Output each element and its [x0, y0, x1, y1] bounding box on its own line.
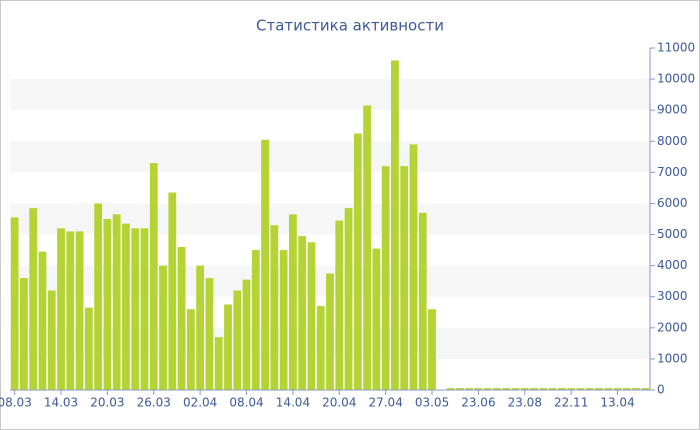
bar: [57, 228, 65, 390]
bar: [196, 265, 205, 390]
bar: [409, 144, 418, 390]
bar: [326, 273, 334, 390]
x-tick-label: 02.04: [183, 396, 217, 410]
x-tick-label: 27.04: [368, 396, 402, 410]
bar: [38, 251, 47, 390]
bar: [186, 309, 195, 390]
bar: [177, 246, 186, 390]
bar: [465, 388, 474, 390]
y-tick-label: 5000: [657, 227, 688, 241]
bar: [567, 388, 576, 390]
grid-band: [10, 141, 650, 173]
x-tick-label: 14.03: [44, 396, 78, 410]
bar: [483, 388, 492, 390]
bar: [168, 192, 177, 390]
bar: [140, 228, 149, 390]
bar: [641, 388, 650, 390]
bar: [363, 105, 371, 390]
bar: [298, 236, 307, 390]
bar: [613, 388, 622, 390]
bar: [279, 250, 288, 390]
bar: [75, 231, 84, 390]
bar: [10, 217, 19, 390]
bar: [372, 248, 381, 390]
bar: [242, 279, 251, 390]
bar: [149, 163, 158, 390]
bar: [131, 228, 140, 390]
x-tick-label: 22.11: [554, 396, 588, 410]
bar: [530, 388, 538, 390]
bar: [66, 231, 75, 390]
x-tick-label: 23.08: [508, 396, 542, 410]
y-tick-label: 11000: [657, 41, 695, 55]
y-tick-label: 1000: [657, 351, 688, 365]
bar: [316, 306, 325, 390]
bar: [474, 388, 483, 390]
bar: [205, 278, 214, 390]
bar: [548, 388, 557, 390]
bar: [493, 388, 501, 390]
bar: [94, 203, 103, 390]
bar: [455, 388, 464, 390]
bar: [595, 388, 603, 390]
bar: [446, 388, 455, 390]
y-tick-label: 9000: [657, 103, 688, 117]
bar: [112, 214, 121, 390]
bar: [289, 214, 297, 390]
bar: [159, 265, 167, 390]
bar: [576, 388, 585, 390]
bar: [224, 304, 232, 390]
bar: [270, 225, 279, 390]
bar: [632, 388, 640, 390]
bar: [307, 242, 316, 390]
bar: [29, 208, 38, 390]
bar: [251, 250, 260, 390]
y-tick-label: 2000: [657, 320, 688, 334]
bar: [604, 388, 613, 390]
y-tick-label: 8000: [657, 134, 688, 148]
bar: [122, 223, 130, 390]
grid-band: [10, 79, 650, 111]
x-tick-label: 03.05: [415, 396, 449, 410]
y-tick-label: 7000: [657, 165, 688, 179]
bar: [391, 60, 399, 390]
bar: [400, 166, 409, 390]
bar: [47, 290, 56, 390]
y-tick-label: 6000: [657, 196, 688, 210]
bar: [622, 388, 631, 390]
bar: [233, 290, 242, 390]
x-tick-label: 13.04: [600, 396, 634, 410]
bar: [214, 337, 223, 390]
bar: [353, 133, 362, 390]
bar: [20, 278, 28, 390]
bar: [381, 166, 390, 390]
x-tick-label: 14.04: [276, 396, 310, 410]
x-tick-label: 26.03: [137, 396, 171, 410]
bar: [539, 388, 548, 390]
y-tick-label: 0: [657, 383, 665, 397]
bar: [557, 388, 566, 390]
bar: [261, 139, 269, 390]
bar: [344, 208, 353, 390]
bar: [103, 219, 112, 390]
bar: [428, 309, 436, 390]
x-tick-label: 23.06: [461, 396, 495, 410]
bar: [418, 212, 427, 390]
bar: [502, 388, 511, 390]
y-tick-label: 3000: [657, 289, 688, 303]
chart-title: Статистика активности: [256, 17, 444, 35]
y-tick-label: 4000: [657, 258, 688, 272]
bar: [520, 388, 529, 390]
bar: [511, 388, 520, 390]
x-tick-label: 08.04: [229, 396, 263, 410]
bar: [335, 220, 344, 390]
bar: [585, 388, 594, 390]
x-tick-label: 20.04: [322, 396, 356, 410]
x-tick-label: 20.03: [90, 396, 124, 410]
y-tick-label: 10000: [657, 72, 695, 86]
x-tick-label: 08.03: [0, 396, 32, 410]
bar: [84, 307, 93, 390]
